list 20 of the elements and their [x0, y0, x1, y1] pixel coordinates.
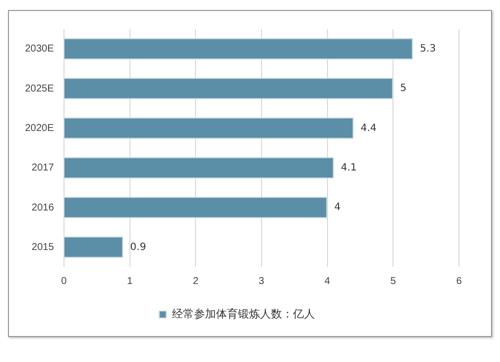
data-label: 4.4	[360, 122, 377, 134]
y-tick-label: 2016	[32, 202, 54, 214]
data-label: 5	[400, 83, 407, 94]
x-tick-label: 3	[258, 276, 265, 287]
legend-label: 经常参加体育锻炼人数：亿人	[172, 308, 315, 321]
data-label: 0.9	[130, 242, 146, 253]
data-label: 5.3	[420, 43, 436, 54]
x-tick-label: 4	[324, 276, 331, 287]
x-tick-label: 0	[61, 276, 68, 287]
y-tick-label: 2017	[32, 162, 54, 174]
data-label: 4.1	[340, 162, 357, 174]
x-tick-label: 5	[390, 276, 396, 287]
y-tick-label: 2030E	[24, 44, 54, 55]
x-tick-label: 1	[126, 276, 133, 287]
y-tick-label: 2015	[32, 242, 54, 253]
y-tick-label: 2025E	[24, 83, 54, 94]
y-tick-label: 2020E	[24, 122, 54, 134]
data-label: 4	[334, 202, 341, 214]
x-tick-label: 2	[192, 276, 199, 287]
x-tick-label: 6	[456, 276, 462, 287]
